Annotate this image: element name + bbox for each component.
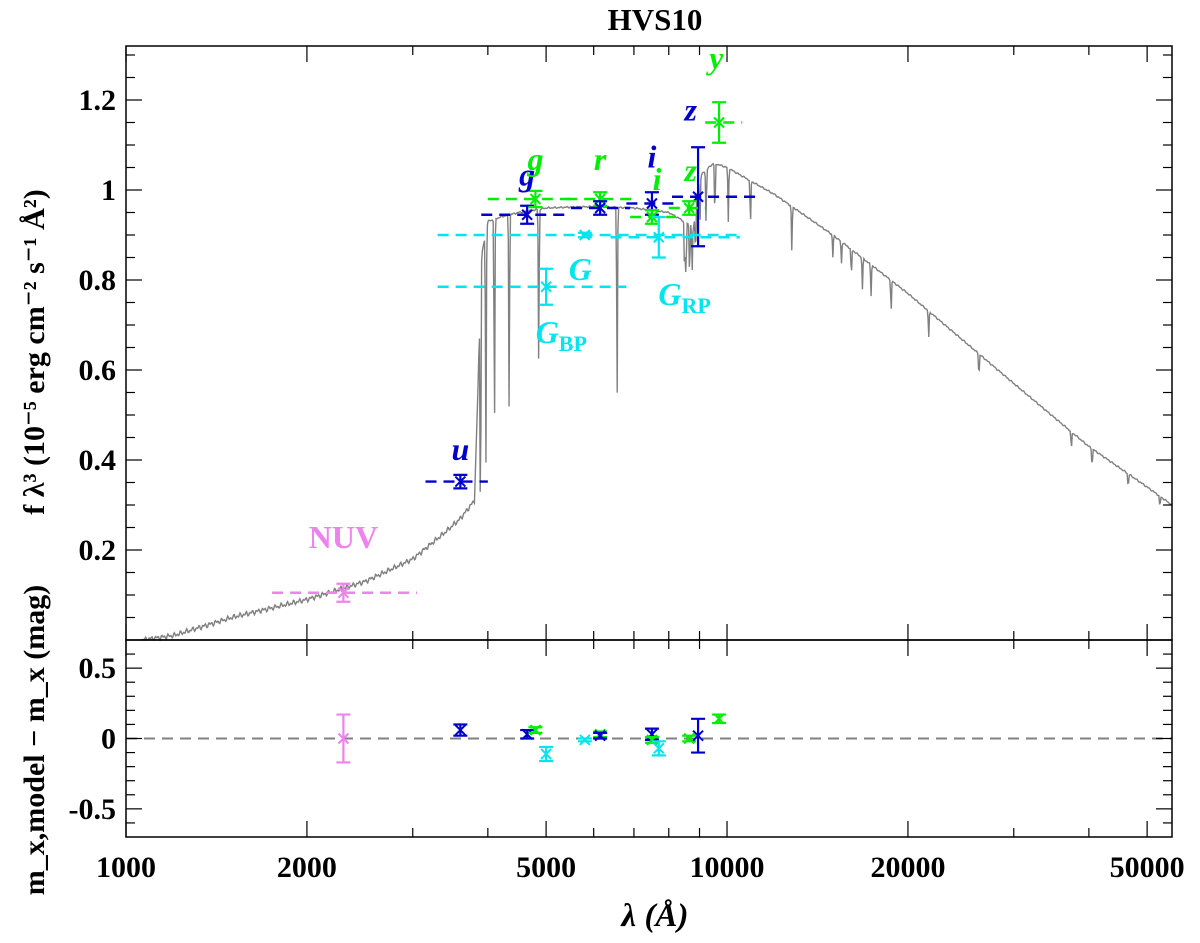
- res-y-tick-label: 0.5: [79, 652, 117, 685]
- flux-marker: [646, 197, 658, 210]
- residual-point-PanSTARRS-g: [528, 724, 543, 736]
- y-tick-label: 0.4: [79, 444, 117, 477]
- residual-marker: [579, 734, 591, 746]
- band-label-PanSTARRS-i: i: [653, 161, 662, 197]
- residual-marker: [594, 729, 606, 742]
- y-tick-label: 1.2: [79, 84, 117, 117]
- photometry-point-PanSTARRS-g: [487, 189, 571, 209]
- band-label-PanSTARRS-g: g: [526, 141, 543, 177]
- residual-point-SDSS-r: [593, 729, 608, 742]
- top-panel-frame: [125, 45, 1173, 641]
- x-tick-label: 2000: [277, 851, 337, 884]
- x-tick-label: 20000: [870, 851, 945, 884]
- residual-marker: [713, 713, 725, 725]
- band-label-Gaia-G: G: [569, 251, 592, 287]
- residual-point-Gaia-G_BP: [539, 745, 554, 763]
- flux-marker: [540, 281, 552, 293]
- residual-point-Gaia-G: [577, 734, 592, 746]
- flux-marker: [594, 202, 606, 214]
- y-tick-label: 0.8: [79, 264, 117, 297]
- residual-point-SDSS-z: [691, 717, 706, 754]
- res-y-tick-label: -0.5: [69, 793, 117, 826]
- residual-point-SDSS-u: [453, 723, 468, 737]
- photometry-point-PanSTARRS-z: [668, 200, 706, 216]
- x-tick-label: 10000: [690, 851, 765, 884]
- photometry-point-SDSS-g: [481, 204, 571, 225]
- residual-marker: [529, 724, 542, 736]
- residual-marker: [521, 728, 533, 740]
- photometry-point-SDSS-z: [672, 146, 757, 248]
- residual-marker: [454, 724, 467, 736]
- y-axis-label-top: f λ³ (10⁻⁵ erg cm⁻² s⁻¹ Å²): [18, 189, 51, 514]
- residual-marker: [540, 748, 552, 760]
- band-label-subscript: BP: [559, 331, 587, 356]
- band-label-PanSTARRS-z: z: [683, 152, 697, 188]
- band-label-SDSS-z: z: [683, 91, 697, 127]
- flux-marker: [454, 475, 467, 488]
- photometry-point-Gaia-G_RP: [610, 215, 740, 259]
- photometry-point-GALEX-NUV: [272, 582, 418, 603]
- band-label-subscript: RP: [681, 293, 710, 318]
- y-axis-label-residual: m_x,model − m_x (mag): [18, 585, 51, 895]
- residual-marker: [337, 732, 350, 745]
- photometry-point-Gaia-G: [437, 229, 740, 241]
- band-label-PanSTARRS-y: y: [705, 40, 724, 76]
- photometry-point-SDSS-u: [425, 473, 488, 490]
- band-label-Gaia-G-RP: GRP: [658, 276, 710, 318]
- flux-marker: [713, 116, 725, 129]
- x-tick-label: 50000: [1110, 851, 1185, 884]
- flux-marker: [579, 229, 591, 241]
- residual-marker: [692, 729, 704, 742]
- residual-marker: [653, 742, 665, 755]
- y-tick-label: 1: [101, 174, 116, 207]
- band-label-GALEX-NUV: NUV: [309, 519, 378, 555]
- flux-marker: [529, 193, 542, 205]
- band-label-Gaia-G-BP: GBP: [536, 314, 587, 356]
- band-label-SDSS-i: i: [647, 139, 656, 175]
- residual-point-SDSS-g: [520, 728, 535, 740]
- flux-marker: [521, 209, 533, 221]
- x-tick-label: 5000: [516, 851, 576, 884]
- flux-marker: [653, 231, 665, 243]
- x-axis-label: λ (Å): [620, 898, 689, 934]
- residual-marker: [683, 732, 695, 745]
- photometry-point-PanSTARRS-y: [705, 101, 743, 144]
- flux-marker: [692, 191, 704, 203]
- photometry-point-SDSS-r: [570, 200, 631, 216]
- residual-point-Gaia-G_RP: [651, 740, 666, 757]
- x-tick-label: 1000: [96, 851, 156, 884]
- band-label-SDSS-u: u: [451, 431, 469, 467]
- band-label-PanSTARRS-r: r: [594, 141, 607, 177]
- y-tick-label: 0.6: [79, 354, 117, 387]
- chart-title: HVS10: [608, 2, 703, 37]
- band-label-SDSS-g: g: [518, 157, 535, 193]
- res-y-tick-label: 0: [101, 723, 116, 756]
- photometry-point-Gaia-G_BP: [437, 267, 627, 306]
- y-tick-label: 0.2: [79, 534, 117, 567]
- flux-marker: [683, 202, 695, 214]
- residual-marker: [646, 734, 658, 746]
- residual-point-GALEX-NUV: [336, 713, 351, 764]
- residual-point-PanSTARRS-y: [712, 713, 727, 725]
- residual-point-PanSTARRS-i: [644, 734, 659, 746]
- flux-marker: [337, 587, 350, 599]
